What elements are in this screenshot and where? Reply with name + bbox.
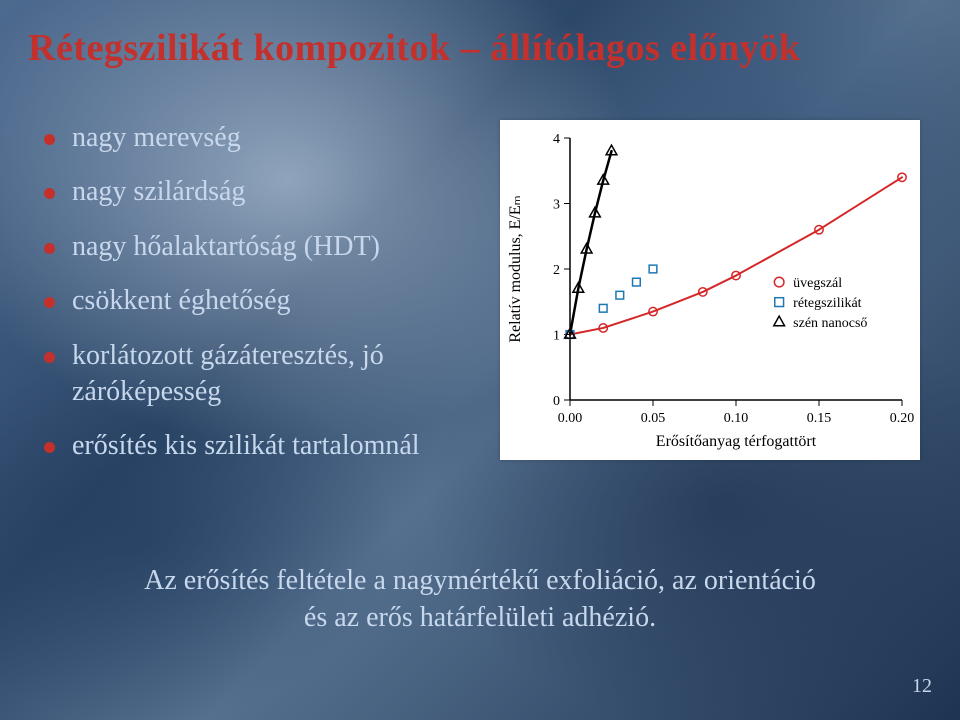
svg-text:0.05: 0.05 xyxy=(641,411,666,426)
svg-text:0.00: 0.00 xyxy=(558,411,583,426)
svg-text:rétegszilikát: rétegszilikát xyxy=(793,296,862,311)
footer-line-2: és az erős határfelületi adhézió. xyxy=(304,602,656,633)
footer-line-1: Az erősítés feltétele a nagymértékű exfo… xyxy=(144,565,816,596)
svg-text:szén nanocső: szén nanocső xyxy=(793,316,867,331)
bullet-list: nagy merevség nagy szilárdság nagy hőala… xyxy=(44,120,464,483)
svg-text:4: 4 xyxy=(553,132,560,147)
list-item: nagy hőalaktartóság (HDT) xyxy=(44,229,464,265)
svg-text:1: 1 xyxy=(553,329,560,344)
svg-text:Erősítőanyag térfogattört: Erősítőanyag térfogattört xyxy=(656,433,817,450)
svg-text:2: 2 xyxy=(553,263,560,278)
svg-text:0.15: 0.15 xyxy=(807,411,832,426)
svg-text:0.10: 0.10 xyxy=(724,411,749,426)
page-title: Rétegszilikát kompozitok – állítólagos e… xyxy=(28,26,800,70)
list-item: korlátozott gázáteresztés, jó záróképess… xyxy=(44,338,464,411)
chart-svg: 0 1 2 3 4 0.00 0.05 0.10 0.15 0.20 Erősítőanyag té… xyxy=(500,120,920,460)
svg-text:Relatív modulus, E/Eₘ: Relatív modulus, E/Eₘ xyxy=(507,195,524,342)
svg-text:3: 3 xyxy=(553,198,560,213)
list-item: erősítés kis szilikát tartalomnál xyxy=(44,428,464,464)
chart-panel: 0 1 2 3 4 0.00 0.05 0.10 0.15 0.20 Erősítőanyag té… xyxy=(500,120,920,460)
list-item: nagy merevség xyxy=(44,120,464,156)
list-item: nagy szilárdság xyxy=(44,174,464,210)
slide: Rétegszilikát kompozitok – állítólagos e… xyxy=(0,0,960,720)
page-number: 12 xyxy=(912,675,932,698)
svg-text:üvegszál: üvegszál xyxy=(793,276,842,291)
list-item: csökkent éghetőség xyxy=(44,283,464,319)
footer-text: Az erősítés feltétele a nagymértékű exfo… xyxy=(0,563,960,636)
svg-text:0: 0 xyxy=(553,394,560,409)
svg-text:0.20: 0.20 xyxy=(890,411,915,426)
